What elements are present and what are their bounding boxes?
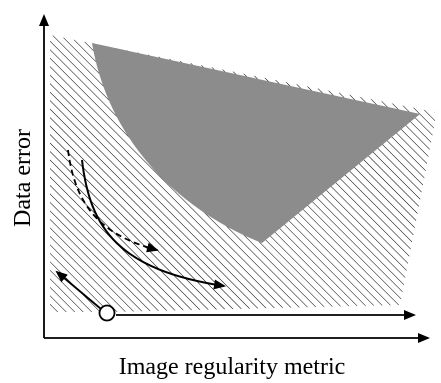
dashed-trajectory-arrow [67,149,159,253]
x-axis-label: Image regularity metric [119,354,346,380]
diagonal-arrow [55,270,102,310]
solid-trajectory-arrow [81,159,226,290]
y-axis-label: Data error [10,129,36,227]
shaded-region [92,43,420,243]
start-point-circle [98,304,116,322]
